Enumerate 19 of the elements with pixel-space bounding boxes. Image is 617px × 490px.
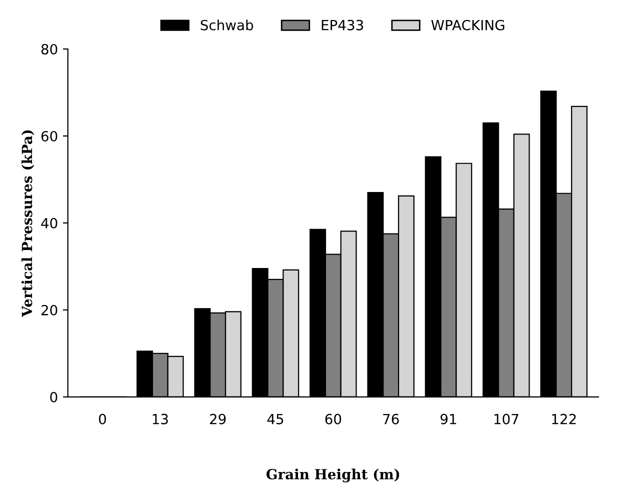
x-tick-label: 122 xyxy=(552,414,576,424)
x-tick-label: 13 xyxy=(152,414,168,424)
x-axis-title: Grain Height (m) xyxy=(266,468,400,482)
y-axis-title: Vertical Pressures (kPa) xyxy=(21,130,34,317)
x-tick-label: 91 xyxy=(440,414,456,424)
y-tick-label: 60 xyxy=(41,130,58,142)
legend-label: EP433 xyxy=(322,20,364,30)
x-tick-label: 45 xyxy=(267,414,284,424)
y-tick-label: 20 xyxy=(41,304,58,316)
x-tick-label: 29 xyxy=(210,414,226,424)
x-tick-label: 76 xyxy=(383,414,399,424)
x-tick-label: 0 xyxy=(98,414,106,424)
y-tick-label: 80 xyxy=(41,44,58,54)
x-tick-label: 107 xyxy=(494,414,518,424)
x-tick-label: 60 xyxy=(325,414,342,424)
y-tick-label: 40 xyxy=(41,218,58,228)
legend-label: Schwab xyxy=(200,20,254,30)
y-tick-label: 0 xyxy=(50,392,58,402)
legend-label: WPACKING xyxy=(431,20,504,30)
